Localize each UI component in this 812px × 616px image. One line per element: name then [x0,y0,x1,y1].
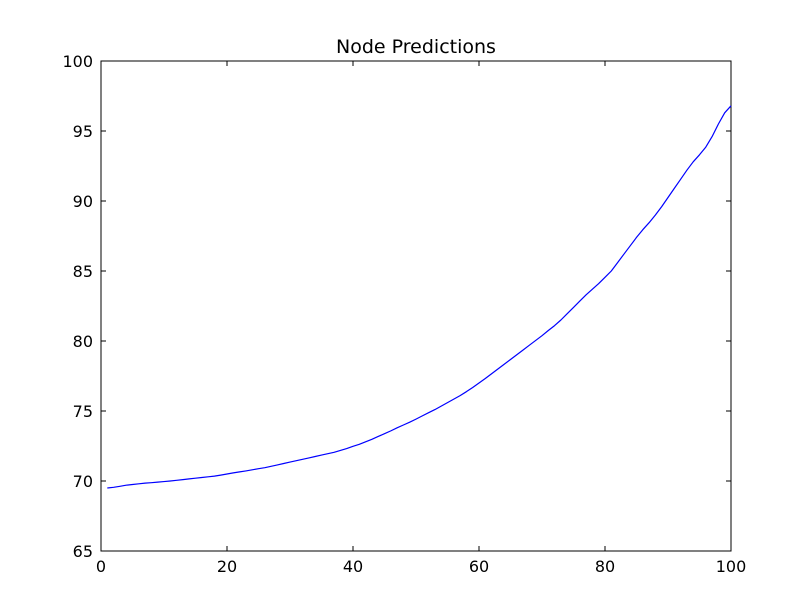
x-tick-label: 100 [716,557,747,576]
series-line-0 [107,105,732,489]
y-tick-label: 95 [73,122,93,141]
series-layer [107,105,732,489]
y-tick-label: 65 [73,542,93,561]
y-tick-label: 90 [73,192,93,211]
x-tick-label: 80 [595,557,615,576]
plot-area-frame [100,60,732,552]
axis-ticks: 0 20 40 60 80 100 65 70 75 80 85 90 95 100 [62,52,746,576]
y-tick-label: 85 [73,262,93,281]
x-tick-label: 40 [343,557,363,576]
x-tick-label: 0 [96,557,106,576]
y-tick-label: 70 [73,472,93,491]
chart-title: Node Predictions [336,36,496,58]
y-tick-label: 75 [73,402,93,421]
y-tick-label: 100 [62,52,93,71]
y-tick-label: 80 [73,332,93,351]
x-tick-label: 60 [469,557,489,576]
x-tick-label: 20 [217,557,237,576]
